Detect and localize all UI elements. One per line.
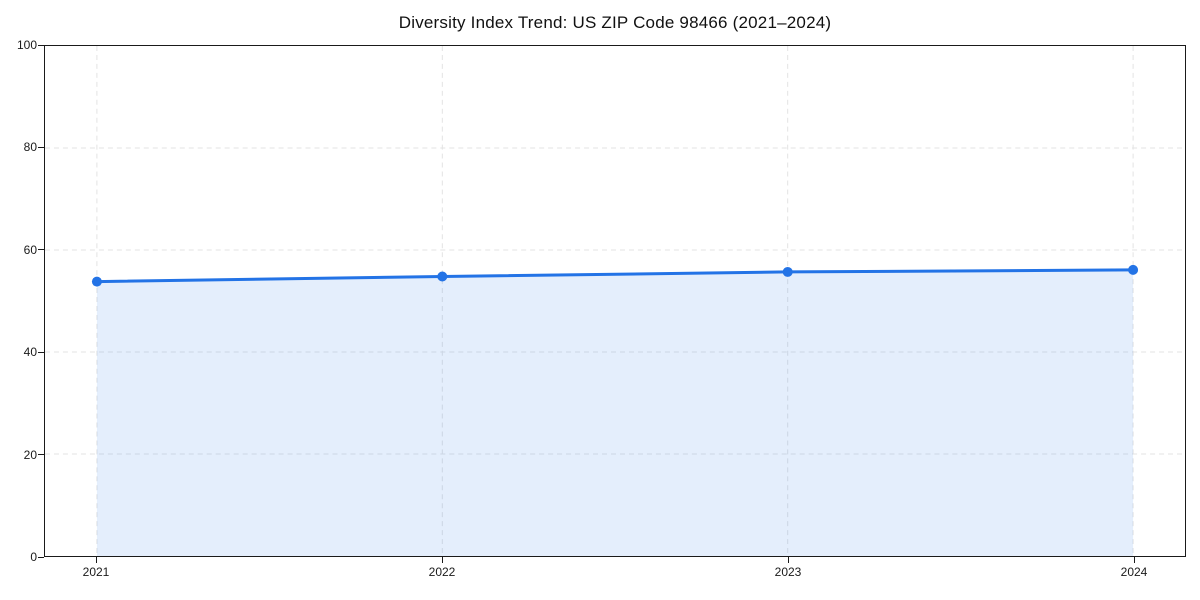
x-axis-tick-mark: [787, 557, 789, 563]
y-axis-tick-mark: [38, 146, 44, 148]
y-axis-tick-label: 80: [23, 140, 37, 155]
x-axis-tick-label: 2022: [428, 565, 456, 579]
y-axis-tick-label: 20: [23, 447, 37, 462]
y-axis-tick-label: 0: [30, 550, 37, 564]
x-axis-tick-mark: [441, 557, 443, 563]
plot-area: [44, 45, 1186, 557]
data-point-marker: [437, 271, 448, 282]
chart-title: Diversity Index Trend: US ZIP Code 98466…: [398, 13, 832, 32]
chart-canvas: [45, 46, 1185, 556]
data-point-marker: [91, 276, 102, 287]
y-axis-tick-label: 40: [23, 345, 37, 360]
y-axis-tick-mark: [38, 44, 44, 46]
x-axis-tick-label: 2023: [774, 565, 802, 579]
data-point-marker: [1128, 264, 1139, 275]
x-axis-tick-mark: [95, 557, 97, 563]
area-fill: [96, 269, 1134, 556]
trend-line: [95, 268, 1135, 284]
x-axis-tick-label: 2024: [1120, 565, 1148, 579]
y-axis-tick-label: 100: [16, 38, 37, 52]
x-axis-tick-mark: [1133, 557, 1135, 563]
y-axis-tick-mark: [38, 249, 44, 251]
y-axis-tick-mark: [38, 556, 44, 558]
y-axis-tick-label: 60: [23, 242, 37, 257]
y-axis-tick-mark: [38, 351, 44, 353]
y-axis-tick-mark: [38, 454, 44, 456]
data-point-marker: [782, 266, 793, 277]
x-axis-tick-label: 2021: [82, 565, 110, 579]
